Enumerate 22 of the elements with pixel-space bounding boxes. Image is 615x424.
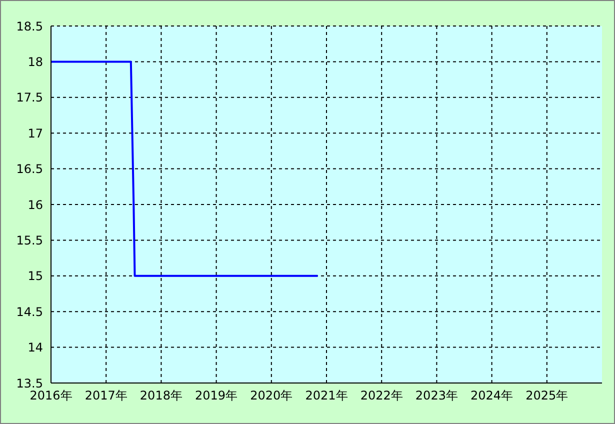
y-tick-label: 14 <box>28 340 43 355</box>
x-tick-label: 2021年 <box>305 388 348 403</box>
x-tick-label: 2017年 <box>84 388 128 403</box>
y-tick-label: 15.5 <box>16 233 43 248</box>
x-tick-label: 2024年 <box>470 388 514 403</box>
x-tick-label: 2016年 <box>30 388 72 403</box>
y-tick-label: 13.5 <box>16 376 43 390</box>
x-tick-label: 2020年 <box>250 388 293 403</box>
y-tick-label: 16 <box>28 198 43 212</box>
x-tick-label: 2019年 <box>195 388 238 403</box>
y-tick-label: 15 <box>28 269 43 284</box>
x-tick-label: 2022年 <box>360 388 403 403</box>
x-tick-label: 2018年 <box>140 388 182 403</box>
y-tick-label: 17.5 <box>16 90 43 105</box>
y-tick-label: 18 <box>28 54 43 69</box>
x-tick-label: 2023年 <box>415 388 458 403</box>
y-tick-label: 14.5 <box>16 304 43 319</box>
x-tick-label: 2025年 <box>526 388 568 403</box>
y-tick-label: 18.5 <box>16 19 43 34</box>
line-series <box>51 60 319 277</box>
y-tick-label: 16.5 <box>16 162 43 176</box>
y-tick-label: 17 <box>28 126 43 140</box>
